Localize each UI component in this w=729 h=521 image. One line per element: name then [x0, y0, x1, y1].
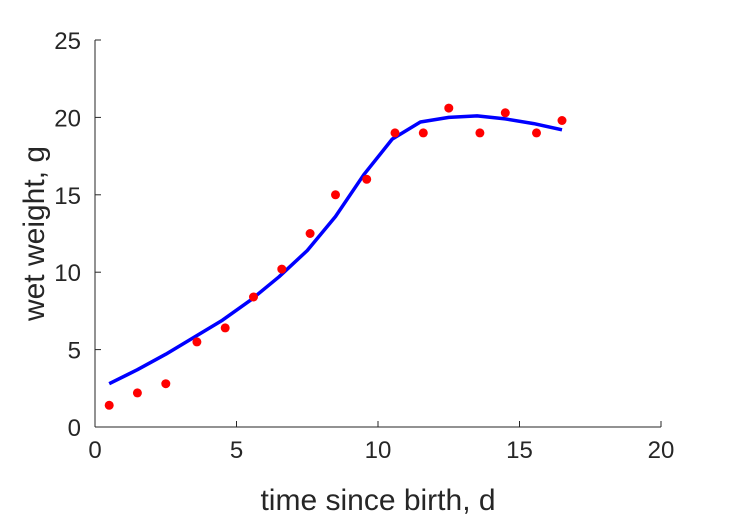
y-tick-label: 10: [54, 260, 81, 287]
x-ticks: 0 5 10 15 20: [88, 421, 674, 464]
data-point: [557, 116, 567, 125]
data-point: [277, 264, 287, 274]
data-point: [132, 388, 142, 398]
y-tick-label: 5: [68, 338, 81, 365]
x-tick-label: 0: [88, 437, 101, 464]
data-point: [220, 323, 230, 333]
data-point: [362, 174, 372, 184]
y-tick-label: 0: [68, 415, 81, 442]
x-tick-label: 5: [230, 437, 243, 464]
x-tick-label: 20: [648, 437, 675, 464]
y-ticks: 0 5 10 15 20 25: [54, 28, 101, 442]
data-point: [305, 229, 315, 238]
data-point: [104, 400, 114, 410]
x-tick-label: 10: [365, 437, 392, 464]
data-point: [161, 379, 171, 389]
axes: [94, 40, 661, 428]
fit-line: [108, 114, 563, 386]
data-point: [390, 128, 400, 138]
data-point: [331, 190, 340, 200]
data-point: [500, 108, 510, 118]
data-point: [444, 103, 454, 113]
y-tick-label: 25: [54, 28, 81, 55]
x-tick-label: 15: [506, 437, 533, 464]
series-layer: [104, 103, 567, 410]
data-point: [418, 128, 428, 138]
data-point: [192, 337, 202, 347]
data-point: [475, 128, 485, 138]
data-point: [532, 128, 541, 138]
y-tick-label: 15: [54, 183, 81, 210]
data-point: [249, 292, 258, 302]
y-tick-label: 20: [54, 105, 81, 132]
x-axis-title: time since birth, d: [260, 484, 495, 517]
y-axis-title: wet weight, g: [18, 146, 51, 322]
